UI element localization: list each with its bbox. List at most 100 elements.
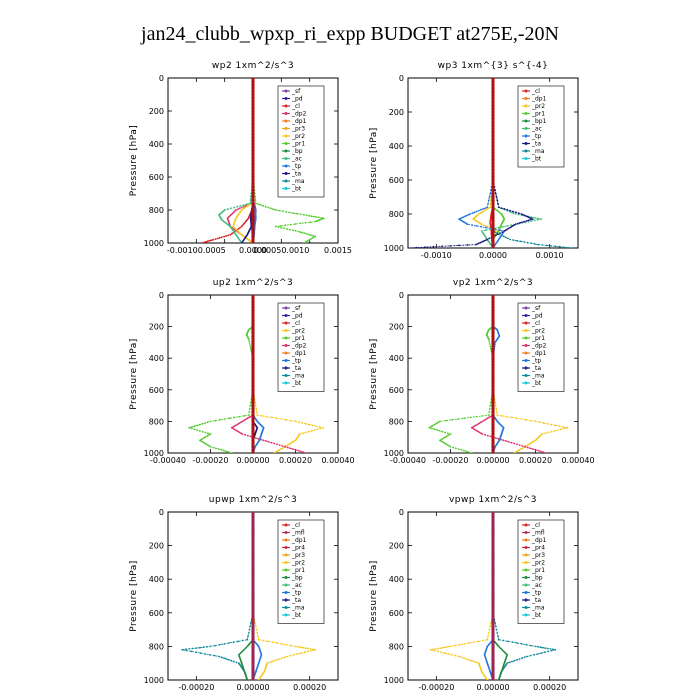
zero-profile-marker <box>491 577 495 581</box>
legend-marker <box>284 351 288 355</box>
zero-profile-marker <box>491 185 495 189</box>
series-point <box>319 427 322 430</box>
zero-profile-marker <box>251 628 255 632</box>
series-point <box>486 206 489 209</box>
series-point <box>463 215 466 218</box>
series-point <box>199 430 201 432</box>
series-point <box>505 415 508 418</box>
zero-profile-marker <box>491 90 495 94</box>
series-point <box>249 199 252 202</box>
series-point <box>254 437 257 439</box>
series-point <box>537 645 539 648</box>
series-point <box>228 642 230 644</box>
series-point <box>488 237 491 240</box>
series-point <box>204 653 207 655</box>
series-point <box>460 448 462 451</box>
series-point <box>246 238 249 240</box>
panel-3: up2 1xm^2/s^3 Pressure [hPa] 0 200 400 600 800… <box>129 278 355 465</box>
zero-profile-marker <box>491 416 495 420</box>
series-point <box>562 246 565 248</box>
series-point <box>285 418 287 421</box>
series-point <box>513 659 516 662</box>
zero-profile-marker <box>251 366 255 370</box>
series-point <box>454 654 457 657</box>
series-point <box>296 653 299 655</box>
zero-profile-marker <box>251 554 255 558</box>
series-point <box>566 426 569 429</box>
legend-label: _bt <box>291 380 302 387</box>
zero-profile-marker <box>251 89 255 93</box>
zero-profile-marker <box>491 601 495 605</box>
series-point <box>489 435 492 438</box>
series-point <box>428 426 431 429</box>
series-point <box>484 207 487 210</box>
legend-marker <box>524 583 528 587</box>
series-point <box>466 214 469 217</box>
series-point <box>249 202 252 205</box>
zero-profile-marker <box>251 634 255 638</box>
series-point <box>191 647 194 650</box>
series-point <box>533 653 535 656</box>
series-point <box>299 450 302 453</box>
series-point <box>201 430 204 433</box>
series-point <box>440 440 443 442</box>
series-point <box>537 243 540 246</box>
series-point <box>443 437 445 439</box>
zero-profile-marker <box>491 243 495 247</box>
series-point <box>447 653 450 655</box>
legend: _sf_pd_cl_pr2_pr1_dp2_dp1_tp_ta_ma_bt <box>517 302 565 392</box>
legend-label: _cl <box>531 320 540 327</box>
series-point <box>545 244 548 247</box>
zero-profile-marker <box>491 410 495 414</box>
legend-label: _sf <box>531 305 541 312</box>
series-point <box>528 216 531 219</box>
series-point <box>270 441 273 444</box>
series-point <box>477 209 480 212</box>
series-point <box>307 647 309 650</box>
series-point <box>304 221 307 224</box>
zero-profile-marker <box>491 229 495 233</box>
zero-profile-marker <box>491 451 495 453</box>
series-point <box>285 643 288 646</box>
series-point <box>233 428 236 431</box>
legend-label: _cl <box>291 103 300 110</box>
series-point <box>550 649 553 652</box>
zero-profile-marker <box>251 315 255 319</box>
series-point <box>302 451 305 453</box>
series-point <box>230 659 233 662</box>
zero-profile-marker <box>491 520 495 524</box>
legend-label: _ma <box>531 605 545 612</box>
zero-profile-marker <box>491 353 495 357</box>
zero-profile-marker <box>491 628 495 632</box>
legend-marker <box>284 89 288 93</box>
legend-marker <box>524 553 528 557</box>
series-point <box>273 442 276 445</box>
legend-label: _tp <box>291 358 301 365</box>
series-point <box>539 450 542 453</box>
legend: _cl_mfl_dp1_pr4_pr3_pr2_pr1_bp_ac_tp_ta_… <box>517 519 565 624</box>
series-point <box>488 343 491 345</box>
zero-profile-marker <box>491 86 495 90</box>
series-point <box>431 425 433 427</box>
zero-profile-marker <box>251 413 255 417</box>
y-tick-label: 1000 <box>144 449 164 458</box>
series-point <box>203 441 205 444</box>
series-point <box>463 657 465 660</box>
series-point <box>230 452 233 453</box>
zero-profile-marker <box>491 664 495 669</box>
legend-marker <box>524 546 528 549</box>
legend-marker <box>284 344 288 347</box>
zero-profile-marker <box>491 318 495 322</box>
series-point <box>496 414 499 416</box>
series-point <box>497 437 500 440</box>
zero-profile-marker <box>251 162 255 166</box>
zero-profile-marker <box>491 557 495 561</box>
series-point <box>294 420 297 423</box>
series-point <box>279 225 282 227</box>
series-point <box>448 433 451 436</box>
x-tick-label: 0.00040 <box>561 456 594 465</box>
series-point <box>195 651 197 654</box>
series-point <box>318 426 321 428</box>
zero-profile-marker <box>251 648 255 652</box>
series-point <box>514 451 517 453</box>
